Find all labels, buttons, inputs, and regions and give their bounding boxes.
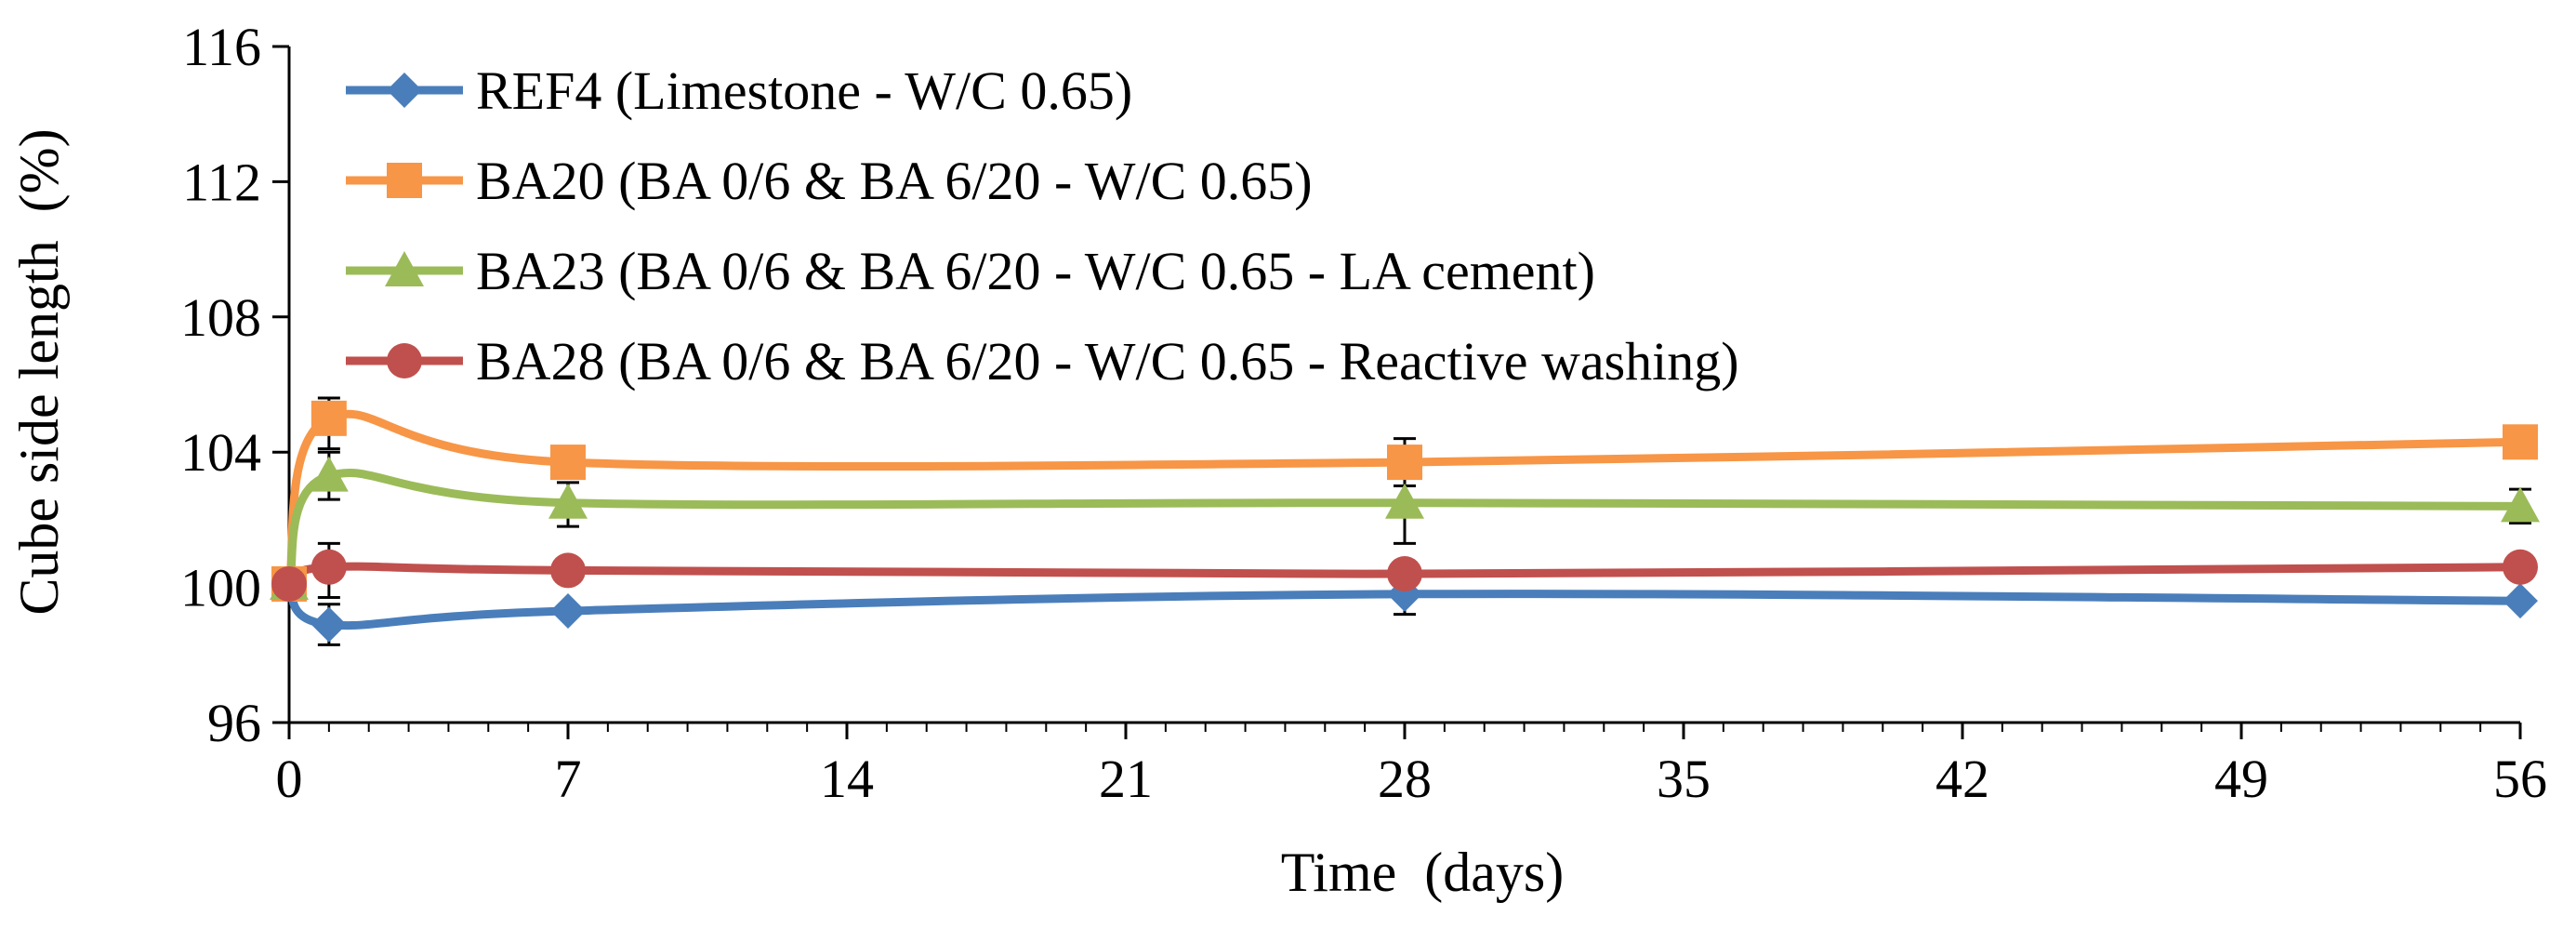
legend-marker <box>387 343 422 378</box>
data-point <box>2501 486 2540 523</box>
data-point <box>2503 424 2538 460</box>
data-point <box>550 552 586 589</box>
x-tick-label: 28 <box>1378 749 1432 809</box>
data-point <box>548 483 588 519</box>
data-point <box>271 565 307 602</box>
x-tick-label: 56 <box>2493 749 2547 809</box>
legend-label: BA23 (BA 0/6 & BA 6/20 - W/C 0.65 - LA c… <box>476 241 1595 301</box>
data-point <box>310 549 347 585</box>
x-tick-label: 7 <box>555 749 582 809</box>
y-axis-title: Cube side length (%) <box>8 128 70 615</box>
legend-label: REF4 (Limestone - W/C 0.65) <box>476 60 1132 121</box>
legend-label: BA20 (BA 0/6 & BA 6/20 - W/C 0.65) <box>476 151 1313 211</box>
legend-marker <box>387 163 422 198</box>
legend-marker <box>387 73 422 108</box>
series-markers <box>270 400 2540 643</box>
legend: REF4 (Limestone - W/C 0.65) BA20 (BA 0/6 … <box>346 60 1739 392</box>
y-tick-label: 100 <box>180 558 261 618</box>
data-point <box>310 400 347 436</box>
data-point <box>1387 445 1422 481</box>
series-line <box>284 562 2525 589</box>
data-point <box>550 445 586 481</box>
x-axis-title: Time (days) <box>1281 842 1564 903</box>
x-tick-label: 21 <box>1099 749 1153 809</box>
data-point <box>1387 556 1422 592</box>
legend-label: BA28 (BA 0/6 & BA 6/20 - W/C 0.65 - Reac… <box>476 331 1739 392</box>
x-tick-label: 14 <box>820 749 874 809</box>
x-tick-label: 42 <box>1935 749 1989 809</box>
data-point <box>1385 483 1424 519</box>
x-tick-label: 35 <box>1657 749 1711 809</box>
legend-marker <box>385 251 424 286</box>
y-tick-label: 112 <box>182 152 261 212</box>
y-tick-label: 104 <box>180 422 261 483</box>
x-tick-label: 0 <box>276 749 303 809</box>
y-tick-label: 116 <box>182 17 261 77</box>
data-point <box>310 606 347 643</box>
x-tick-label: 49 <box>2214 749 2268 809</box>
series-line <box>284 468 2525 589</box>
axes <box>272 45 2522 739</box>
series-line <box>284 579 2525 630</box>
y-tick-label: 96 <box>207 693 261 753</box>
data-point <box>309 456 349 492</box>
data-point <box>2503 583 2538 619</box>
data-point <box>550 593 586 630</box>
data-point <box>2503 549 2538 585</box>
tick-labels: 96 100 104 108 112 116 0 7 14 21 28 35 42 49 56 <box>180 17 2547 809</box>
y-tick-label: 108 <box>180 287 261 348</box>
